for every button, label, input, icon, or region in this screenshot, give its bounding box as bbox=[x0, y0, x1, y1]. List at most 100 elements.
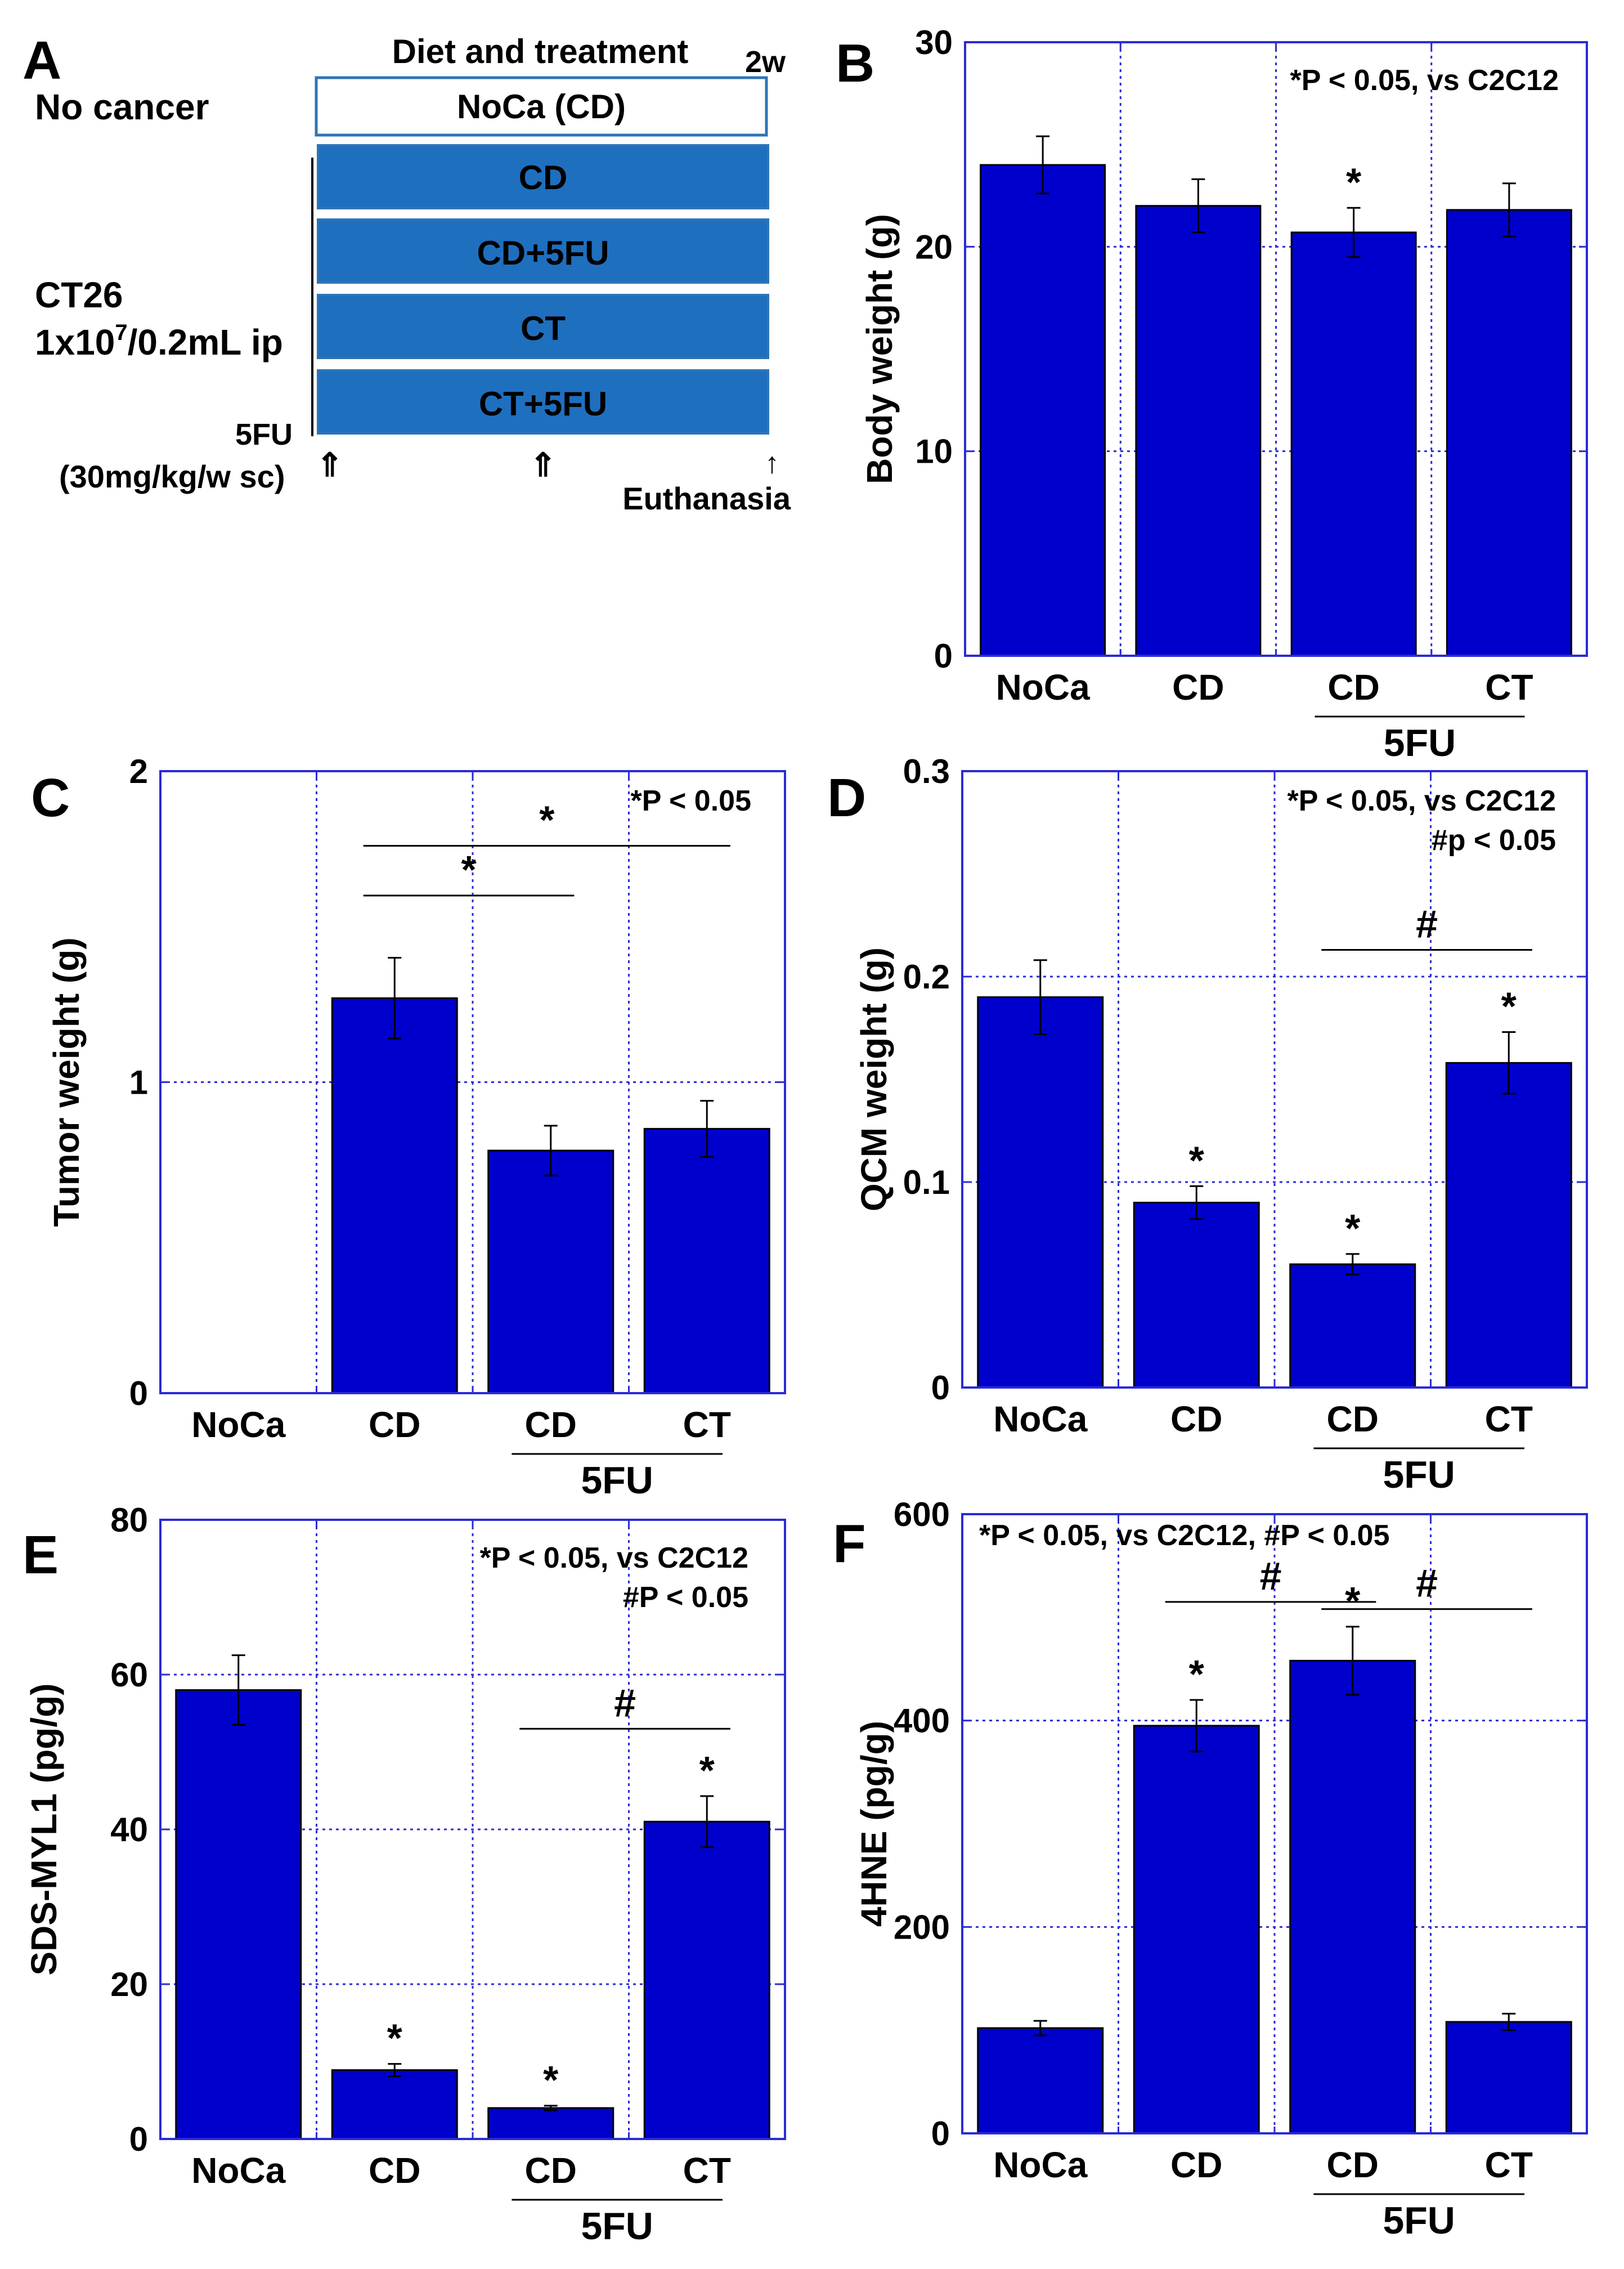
y-axis-title: 4HNE (pg/g) bbox=[854, 1721, 894, 1927]
significance-mark: * bbox=[387, 2016, 403, 2060]
bar bbox=[1447, 210, 1571, 656]
bar bbox=[488, 2108, 613, 2139]
y-tick-label: 0 bbox=[129, 1375, 148, 1412]
bar bbox=[644, 1129, 769, 1393]
x-category-label: CD bbox=[369, 2150, 420, 2191]
significance-mark: * bbox=[1189, 1652, 1205, 1696]
y-tick-label: 10 bbox=[915, 433, 953, 471]
significance-mark: * bbox=[1346, 160, 1362, 204]
x-category-label: CT bbox=[1485, 1399, 1533, 1439]
treatment-box-ct-5fu: CT+5FU bbox=[318, 370, 768, 433]
panel-letter: B bbox=[836, 33, 874, 93]
x-category-label: NoCa bbox=[191, 1404, 286, 1445]
x-category-label: NoCa bbox=[993, 2145, 1088, 2185]
y-tick-label: 400 bbox=[894, 1702, 950, 1740]
figure-canvas: A Diet and treatment 2w No cancer CT26 1… bbox=[0, 0, 1624, 2269]
bar bbox=[1134, 1203, 1259, 1388]
group-label-5fu: 5FU bbox=[581, 1459, 653, 1502]
y-tick-label: 60 bbox=[110, 1656, 148, 1694]
treatment-box-noca: NoCa (CD) bbox=[316, 78, 766, 135]
bar bbox=[332, 2070, 457, 2139]
diagram-header: Diet and treatment bbox=[392, 33, 689, 70]
panel-letter: C bbox=[31, 768, 70, 828]
y-tick-label: 20 bbox=[110, 1966, 148, 2003]
chart-panel-e: E020406080NoCa*CD*CD*CT5FU#*P < 0.05, vs… bbox=[23, 1501, 785, 2248]
annotation-text: #p < 0.05 bbox=[1432, 824, 1556, 857]
y-tick-label: 0.3 bbox=[903, 753, 950, 790]
label-no-cancer: No cancer bbox=[35, 87, 209, 127]
y-tick-label: 0 bbox=[129, 2120, 148, 2158]
chart-panel-d: D 0 0.1 0.2 0.3 NoCa * CD * CD * CT 5FU # *P < 0.05, v… bbox=[827, 753, 1587, 1496]
x-category-label: CD bbox=[369, 1404, 420, 1445]
x-category-label: CT bbox=[683, 2150, 731, 2191]
bar bbox=[176, 1690, 301, 2140]
y-tick-label: 20 bbox=[915, 228, 953, 266]
y-tick-label: 80 bbox=[110, 1501, 148, 1539]
dose-arrow-1: ⇑ bbox=[316, 447, 344, 484]
annotation-text: #P < 0.05 bbox=[623, 1581, 748, 1614]
comparison-mark: # bbox=[614, 1681, 636, 1725]
bar bbox=[644, 1822, 769, 2139]
x-category-label: NoCa bbox=[191, 2150, 286, 2191]
treatment-box-cd-5fu: CD+5FU bbox=[318, 220, 768, 283]
comparison-mark: # bbox=[1416, 1561, 1438, 1605]
annotation-text: *P < 0.05, vs C2C12 bbox=[1290, 64, 1559, 97]
significance-mark: * bbox=[1345, 1206, 1361, 1250]
y-axis-title: Tumor weight (g) bbox=[46, 937, 87, 1227]
y-tick-label: 600 bbox=[894, 1496, 950, 1533]
comparison-mark: # bbox=[1416, 902, 1438, 946]
bar bbox=[1290, 1661, 1415, 2133]
bar bbox=[332, 998, 457, 1393]
y-tick-label: 0 bbox=[931, 1369, 950, 1407]
label-5fu-dose: (30mg/kg/w sc) bbox=[59, 459, 285, 494]
significance-mark: * bbox=[699, 1748, 715, 1792]
panel-letter: E bbox=[23, 1525, 59, 1585]
treatment-box-label: CD+5FU bbox=[477, 234, 609, 272]
euthanasia-arrow: ↑ bbox=[765, 447, 779, 480]
treatment-box-label: CD bbox=[519, 159, 568, 196]
euthanasia-label: Euthanasia bbox=[622, 481, 791, 516]
x-category-label: NoCa bbox=[996, 667, 1091, 708]
annotation-text: *P < 0.05, vs C2C12 bbox=[1287, 785, 1556, 817]
x-category-label: CT bbox=[1485, 2145, 1533, 2185]
panel-letter: D bbox=[827, 768, 866, 828]
bar bbox=[978, 2028, 1103, 2133]
treatment-box-label: NoCa (CD) bbox=[457, 88, 626, 126]
significance-mark: * bbox=[1501, 984, 1517, 1028]
significance-mark: * bbox=[543, 2058, 559, 2102]
treatment-box-label: CT bbox=[521, 310, 566, 347]
group-label-5fu: 5FU bbox=[1383, 1453, 1455, 1496]
bar bbox=[981, 165, 1105, 656]
bar bbox=[1290, 1264, 1415, 1388]
bar bbox=[1134, 1726, 1259, 2133]
diagram-duration: 2w bbox=[745, 45, 786, 79]
y-tick-label: 0 bbox=[931, 2115, 950, 2152]
annotation-text: *P < 0.05 bbox=[631, 785, 751, 817]
x-category-label: CT bbox=[1485, 667, 1533, 708]
label-5fu-diagram: 5FU bbox=[235, 418, 293, 451]
x-category-label: CD bbox=[525, 2150, 577, 2191]
bar bbox=[1136, 206, 1260, 656]
treatment-box-ct: CT bbox=[318, 295, 768, 358]
x-category-label: CD bbox=[1327, 2145, 1379, 2185]
bar bbox=[488, 1151, 613, 1393]
comparison-mark: * bbox=[539, 798, 555, 842]
x-category-label: CT bbox=[683, 1404, 731, 1445]
significance-mark: * bbox=[1345, 1579, 1361, 1623]
y-axis-title: Body weight (g) bbox=[859, 214, 900, 484]
panel-a-diagram: A Diet and treatment 2w No cancer CT26 1… bbox=[23, 30, 791, 516]
group-label-5fu: 5FU bbox=[1383, 2199, 1455, 2242]
label-ct26-dose: 1x107/0.2mL ip bbox=[35, 320, 283, 362]
x-category-label: CD bbox=[525, 1404, 577, 1445]
treatment-box-cd: CD bbox=[318, 145, 768, 208]
annotation-text: *P < 0.05, vs C2C12 bbox=[480, 1542, 749, 1574]
chart-panel-b: B 0 10 20 30 NoCa CD * CD CT 5FU *P < 0.05, vs C2C1… bbox=[836, 24, 1587, 764]
bar bbox=[1291, 232, 1416, 656]
group-label-5fu: 5FU bbox=[1384, 722, 1456, 764]
dose-arrow-2: ⇑ bbox=[530, 447, 557, 484]
x-category-label: CD bbox=[1327, 667, 1379, 708]
x-category-label: CD bbox=[1327, 1399, 1379, 1439]
comparison-mark: # bbox=[1260, 1554, 1282, 1598]
x-category-label: CD bbox=[1170, 2145, 1222, 2185]
label-ct26: CT26 bbox=[35, 275, 123, 315]
